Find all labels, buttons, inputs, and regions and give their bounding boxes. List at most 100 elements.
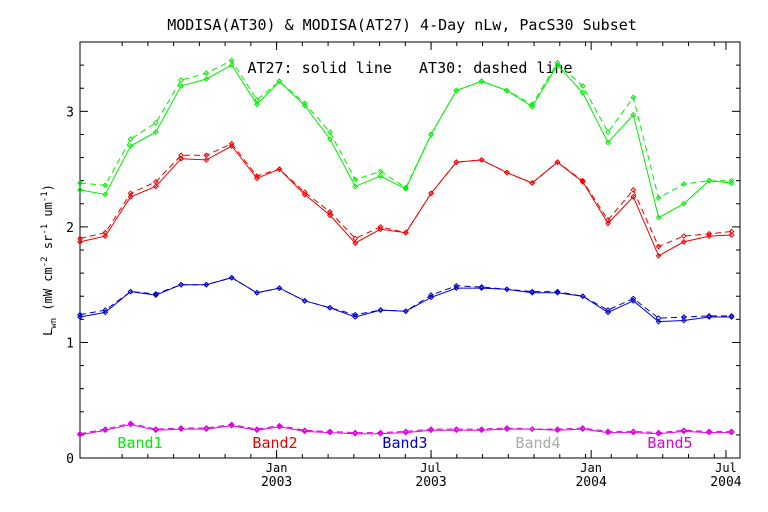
band3-dashed-point: [228, 274, 235, 281]
band2-solid-point: [655, 252, 662, 259]
plot-frame: [79, 41, 741, 459]
band1-solid-point: [228, 62, 235, 69]
band2-dashed-point: [706, 230, 713, 237]
band3-dashed-point: [377, 307, 384, 313]
band1-solid-point: [630, 111, 637, 118]
band5-dashed-point: [127, 420, 134, 427]
band5-dashed-point: [102, 426, 109, 433]
band1-solid-point: [529, 103, 536, 110]
x-tick-year-label: 2003: [415, 475, 446, 490]
band1-solid-point: [680, 200, 687, 207]
legend-band4: Band4: [515, 434, 560, 452]
band5-dashed-point: [680, 427, 687, 434]
band2-dashed-point: [402, 229, 409, 236]
band1-dashed-point: [77, 180, 83, 186]
y-axis-label: Lwn (mW cm-2 sr-1 um-1): [40, 184, 59, 336]
band1-dashed-point: [377, 168, 384, 175]
band5-dashed-point: [228, 421, 235, 428]
band1-dashed-point: [352, 176, 359, 183]
band1-solid-point: [579, 89, 586, 96]
band1-solid-point: [377, 173, 384, 179]
band2-solid-point: [254, 175, 260, 182]
line-style-annotation: AT27: solid line AT30: dashed line: [247, 59, 572, 77]
band5-dashed-point: [77, 430, 83, 437]
band1-dashed-point: [655, 195, 662, 201]
band1-dashed-point: [680, 181, 687, 188]
band3-dashed-point: [655, 315, 662, 322]
y-tick-label: 3: [66, 105, 74, 120]
band2-solid-line: [79, 145, 732, 257]
band3-dashed-point: [127, 288, 134, 295]
band5-dashed-point: [579, 425, 586, 431]
band2-dashed-point: [630, 187, 637, 193]
band3-solid-point: [630, 297, 637, 304]
band3-dashed-point: [178, 281, 185, 288]
band1-solid-point: [203, 76, 210, 82]
band1-dashed-point: [152, 119, 159, 126]
band3-solid-point: [102, 309, 109, 316]
band2-dashed-point: [178, 152, 185, 159]
x-tick-month-label: Jul: [715, 461, 737, 475]
band2-dashed-point: [254, 173, 260, 179]
band2-dashed-point: [152, 178, 159, 185]
band3-dashed-point: [77, 311, 83, 318]
legend-band5: Band5: [647, 434, 692, 452]
band5-dashed-point: [352, 429, 359, 436]
chart-title: MODISA(AT30) & MODISA(AT27) 4-Day nLw, P…: [167, 16, 637, 34]
ylabel-sr: sr: [41, 235, 55, 257]
band1-solid-point: [152, 129, 159, 136]
band2-dashed-point: [453, 159, 460, 166]
band2-solid-point: [706, 233, 713, 240]
band3-solid-point: [605, 309, 611, 316]
ylabel-sup2: -1: [40, 224, 50, 235]
band3-dashed-point: [529, 288, 536, 295]
band1-dashed-point: [327, 129, 333, 136]
band1-solid-point: [327, 136, 333, 142]
band3-dashed-point: [728, 312, 735, 319]
band2-solid-point: [127, 193, 134, 200]
band1-dashed-point: [630, 94, 637, 101]
band5-dashed-point: [327, 428, 333, 435]
band3-dashed-point: [203, 281, 210, 288]
band2-dashed-point: [478, 156, 485, 163]
band3-dashed-point: [301, 297, 308, 304]
band2-dashed-point: [605, 217, 611, 223]
band5-dashed-point: [152, 426, 159, 433]
band2-dashed-point: [301, 189, 308, 196]
band5-dashed-point: [529, 426, 536, 433]
band1-dashed-point: [605, 129, 611, 136]
band2-solid-point: [605, 220, 611, 227]
y-tick-label: 0: [66, 452, 74, 467]
band2-solid-point: [102, 233, 109, 240]
ylabel-rest: (mW cm: [41, 267, 55, 318]
band1-solid-point: [728, 180, 735, 186]
band1-dashed-line: [79, 59, 732, 199]
band2-dashed-point: [377, 223, 384, 230]
band1-solid-point: [77, 187, 83, 193]
band3-dashed-point: [478, 284, 485, 290]
band5-dashed-point: [503, 425, 510, 431]
band2-dashed-point: [680, 233, 687, 240]
band5-dashed-point: [655, 429, 662, 436]
band5-dashed-point: [178, 425, 185, 431]
band2-dashed-point: [655, 243, 662, 250]
band2-dashed-point: [554, 159, 561, 166]
ylabel-sub: wn: [49, 318, 59, 329]
band2-solid-point: [728, 232, 735, 238]
x-tick-year-label: 2004: [710, 475, 741, 490]
band3-dashed-point: [428, 292, 434, 298]
band1-dashed-point: [254, 96, 260, 103]
band2-dashed-point: [503, 169, 510, 176]
legend-band2: Band2: [252, 434, 297, 452]
band3-dashed-point: [579, 293, 586, 300]
band2-solid-point: [377, 226, 384, 233]
band2-dashed-point: [529, 180, 536, 186]
band5-dashed-point: [254, 426, 260, 433]
band5-solid-line: [79, 423, 732, 436]
band1-dashed-point: [529, 101, 536, 108]
band1-dashed-point: [503, 87, 510, 94]
band1-dashed-point: [178, 77, 185, 84]
band5-dashed-point: [630, 428, 637, 435]
band2-dashed-point: [728, 228, 735, 235]
band2-dashed-point: [352, 235, 359, 242]
